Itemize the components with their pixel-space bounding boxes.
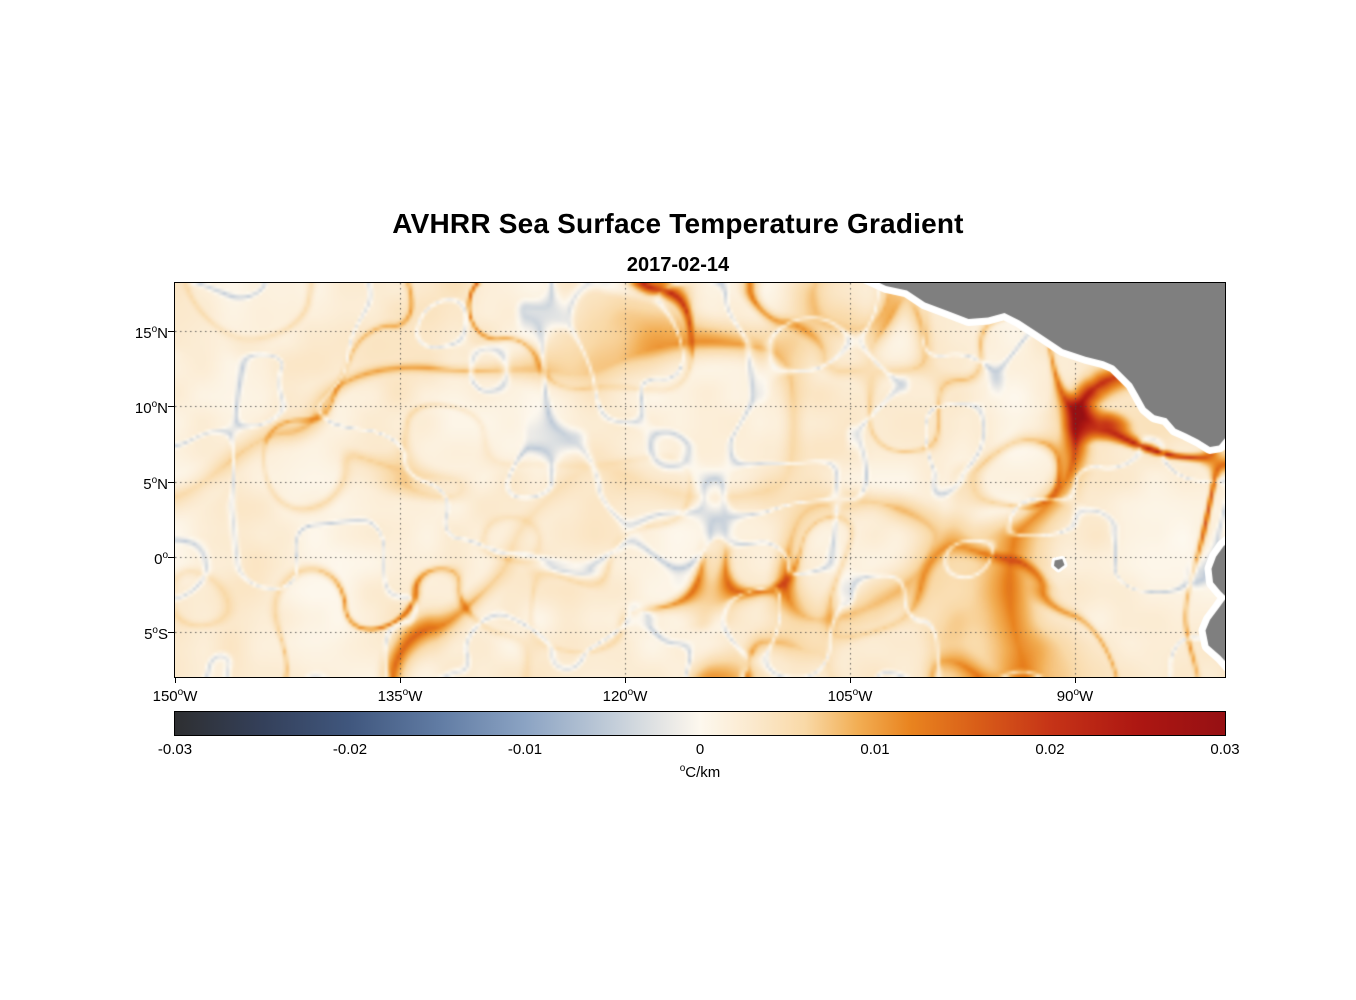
x-axis-tick-3	[850, 678, 851, 683]
lat-tick-label-0: 15oN	[134, 324, 168, 343]
sst-gradient-heatmap	[175, 283, 1225, 677]
lon-tick-label-4: 90oW	[1056, 687, 1094, 705]
x-axis-tick-4	[1075, 678, 1076, 683]
chart-date-subtitle: 2017-02-14	[626, 254, 730, 276]
colorbar-tick-label-0: -0.03	[157, 741, 193, 758]
chart-title: AVHRR Sea Surface Temperature Gradient	[392, 208, 964, 239]
x-axis-tick-2	[625, 678, 626, 683]
lat-tick-label-4: 5oS	[144, 624, 168, 643]
lat-tick-label-3: 0o	[154, 549, 168, 568]
colorbar-tick-label-2: -0.01	[507, 741, 543, 758]
map-plot-area	[174, 282, 1226, 678]
colorbar	[174, 711, 1226, 736]
colorbar-tick-label-5: 0.02	[1035, 741, 1065, 758]
x-axis-tick-1	[400, 678, 401, 683]
colorbar-tick-label-4: 0.01	[860, 741, 890, 758]
x-axis-tick-0	[175, 678, 176, 683]
lat-tick-label-1: 10oN	[134, 399, 168, 418]
colorbar-tick-label-3: 0	[695, 741, 705, 758]
colorbar-tick-label-6: 0.03	[1210, 741, 1240, 758]
colorbar-unit-label: oC/km	[174, 763, 1226, 781]
degree-superscript: o	[679, 763, 686, 774]
lon-tick-label-3: 105oW	[827, 687, 873, 705]
lon-tick-label-2: 120oW	[602, 687, 648, 705]
lon-tick-label-0: 150oW	[152, 687, 198, 705]
lon-tick-label-1: 135oW	[377, 687, 423, 705]
unit-text: C/km	[685, 764, 721, 781]
colorbar-tick-label-1: -0.02	[332, 741, 368, 758]
lat-tick-label-2: 5oN	[143, 474, 168, 493]
